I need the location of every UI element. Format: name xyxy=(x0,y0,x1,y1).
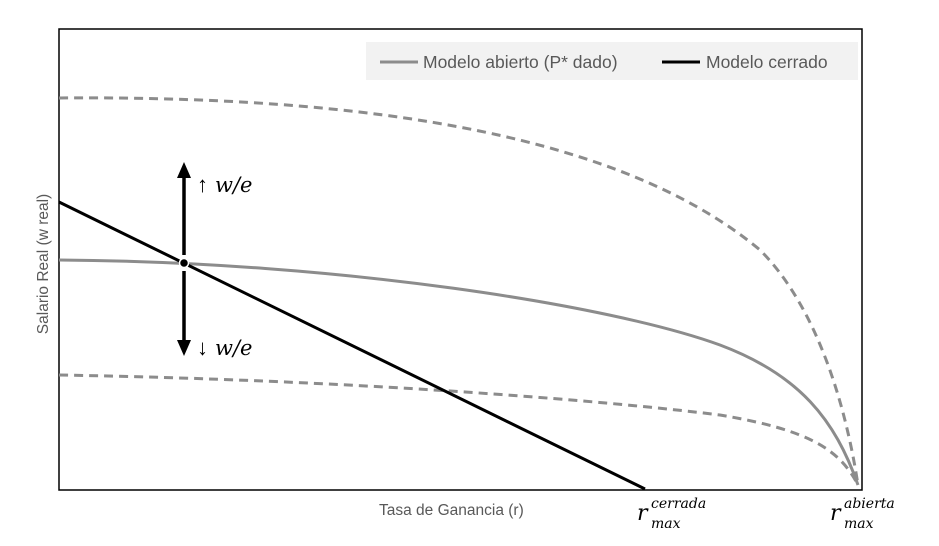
y-axis-label: Salario Real (w real) xyxy=(35,194,52,334)
wage-change-arrows xyxy=(177,162,191,356)
r-max-closed-label: r cerrada max xyxy=(637,496,706,532)
r-max-closed-subscript: max xyxy=(651,516,681,532)
legend: Modelo abierto (P* dado) Modelo cerrado xyxy=(366,42,858,80)
r-max-closed-base: r xyxy=(637,501,649,526)
r-max-closed-superscript: cerrada xyxy=(651,496,706,512)
down-arrow-head xyxy=(177,340,191,356)
x-axis-label: Tasa de Ganancia (r) xyxy=(379,502,524,519)
open-model-curve xyxy=(58,258,860,486)
up-arrow-symbol: ↑ xyxy=(197,172,208,197)
open-model-upper-dashed-curve xyxy=(58,96,860,486)
plot-frame xyxy=(58,28,863,491)
legend-background xyxy=(366,42,858,80)
wage-decrease-label: w/e xyxy=(215,336,252,360)
r-max-open-subscript: max xyxy=(844,516,874,532)
up-arrow-head xyxy=(177,162,191,178)
closed-model-line xyxy=(58,200,646,491)
open-model-lower-dashed-curve xyxy=(58,373,860,486)
r-max-open-superscript: abierta xyxy=(844,496,895,512)
wage-increase-label: w/e xyxy=(215,173,252,197)
r-max-open-label: r abierta max xyxy=(830,496,895,532)
r-max-open-base: r xyxy=(830,501,842,526)
legend-label-open-model: Modelo abierto (P* dado) xyxy=(423,52,618,72)
intersection-point xyxy=(178,257,190,269)
legend-label-closed-model: Modelo cerrado xyxy=(706,52,828,72)
down-arrow-symbol: ↓ xyxy=(197,335,208,360)
